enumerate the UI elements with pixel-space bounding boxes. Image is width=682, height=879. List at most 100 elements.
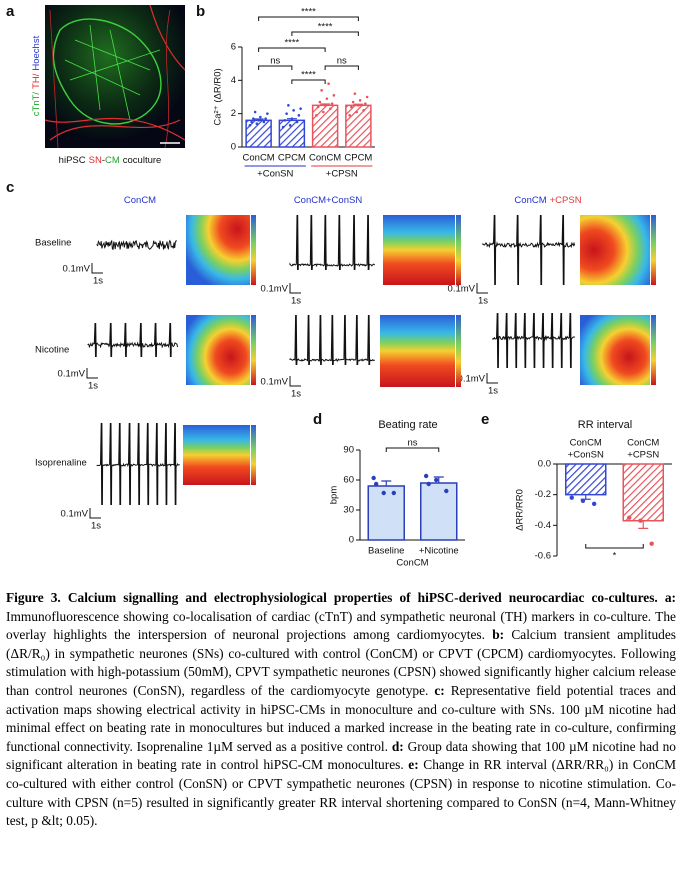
data-point: [391, 490, 397, 496]
data-point: [315, 114, 318, 117]
y-tick-label: -0.6: [535, 551, 551, 562]
figure-caption: Figure 3. Calcium signalling and electro…: [6, 589, 676, 831]
data-point: [327, 82, 330, 85]
significance-bracket: [291, 31, 359, 36]
column-header: ConCM: [124, 195, 156, 206]
significance-bracket: [291, 79, 326, 84]
activation-map: [580, 215, 650, 285]
trace: [289, 214, 376, 271]
panel-label: b: [196, 3, 205, 20]
bar: [311, 104, 339, 148]
caption-run: b:: [492, 627, 505, 643]
significance-label: ****: [301, 70, 316, 81]
category-label: CPCM: [278, 153, 306, 164]
trace: [87, 322, 179, 358]
colorbar: [456, 315, 461, 387]
scale-voltage: 0.1mV: [58, 369, 86, 380]
activation-map: [383, 215, 455, 285]
bar: [420, 482, 458, 541]
panel-label: a: [6, 3, 15, 20]
data-point: [316, 105, 320, 109]
colorbar: [251, 215, 256, 285]
data-point: [292, 109, 295, 112]
data-point: [252, 117, 255, 120]
scale-voltage: 0.1mV: [261, 284, 289, 295]
data-point: [330, 102, 334, 105]
data-point: [253, 110, 257, 114]
significance-label: ns: [270, 56, 280, 67]
group-label: ConCM: [396, 558, 428, 569]
scale-voltage: 0.1mV: [261, 377, 289, 388]
scale-time: 1s: [291, 296, 301, 307]
fiber: [64, 24, 161, 121]
trace: [96, 239, 178, 250]
fiber: [44, 4, 186, 141]
column-header-part: ConCM: [514, 195, 546, 206]
stain-label: cTnT/TH/Hoechst: [31, 35, 42, 116]
y-tick-label: 30: [343, 505, 354, 516]
caption-run: Calcium transient amplitudes (ΔR/R₀) in …: [6, 627, 676, 698]
y-tick-label: 4: [231, 75, 236, 86]
data-point: [348, 114, 351, 117]
data-point: [426, 481, 431, 487]
error-bar: [381, 480, 392, 486]
data-point: [423, 473, 429, 479]
image-caption-part: -: [102, 155, 105, 166]
micrograph: [44, 4, 186, 149]
data-point: [288, 124, 292, 127]
column-header: ConCM+ConSN: [294, 195, 363, 206]
panel-label: d: [313, 411, 322, 428]
scale-bar: [86, 368, 98, 379]
data-point: [371, 475, 376, 481]
data-point: [322, 110, 325, 114]
y-tick-label: 0: [231, 142, 236, 153]
colorbar: [456, 215, 461, 285]
category-label: ConCM: [309, 153, 341, 164]
scale-time: 1s: [93, 276, 103, 287]
chart-title: Beating rate: [378, 419, 437, 431]
data-point: [332, 94, 336, 97]
scale-voltage: 0.1mV: [61, 509, 89, 520]
data-point: [580, 498, 586, 503]
image-caption: hiPSC SN-CM coculture: [59, 155, 162, 166]
data-point: [444, 488, 449, 494]
activation-map: [380, 315, 455, 387]
scale-time: 1s: [478, 296, 488, 307]
error-bar: [433, 476, 444, 483]
stain-label-part: TH/: [31, 73, 42, 89]
data-point: [323, 104, 327, 107]
significance-bracket: [258, 47, 326, 52]
scale-time: 1s: [488, 386, 498, 397]
caption-run: Change in RR interval (ΔRR/RR₀) in ConCM…: [6, 757, 677, 829]
scale-voltage: 0.1mV: [448, 284, 476, 295]
colorbar: [251, 425, 256, 485]
trace: [289, 314, 375, 366]
y-tick-label: 2: [231, 108, 236, 119]
scale-bar: [486, 373, 498, 384]
trace: [492, 312, 576, 369]
scale-time: 1s: [91, 521, 101, 532]
activation-map: [183, 425, 250, 485]
data-point: [357, 104, 360, 107]
significance-label: ****: [318, 22, 333, 33]
trace: [96, 422, 180, 506]
colorbar: [251, 315, 256, 385]
data-point: [373, 481, 379, 487]
caption-run: Group data showing that 100 µM nicotine …: [6, 738, 676, 773]
scale-bar: [91, 263, 103, 274]
bar: [278, 119, 306, 148]
caption-run: c:: [434, 682, 445, 698]
data-point: [569, 495, 574, 500]
significance-bracket: [585, 544, 644, 549]
data-point: [358, 99, 362, 102]
category-label: +CPSN: [627, 450, 659, 461]
data-point: [287, 104, 290, 107]
bar: [622, 463, 664, 522]
trace: [482, 214, 576, 286]
y-tick-label: -0.2: [535, 489, 551, 500]
bar: [367, 485, 405, 541]
category-label: ConCM: [243, 153, 275, 164]
y-tick-label: 6: [231, 42, 236, 53]
